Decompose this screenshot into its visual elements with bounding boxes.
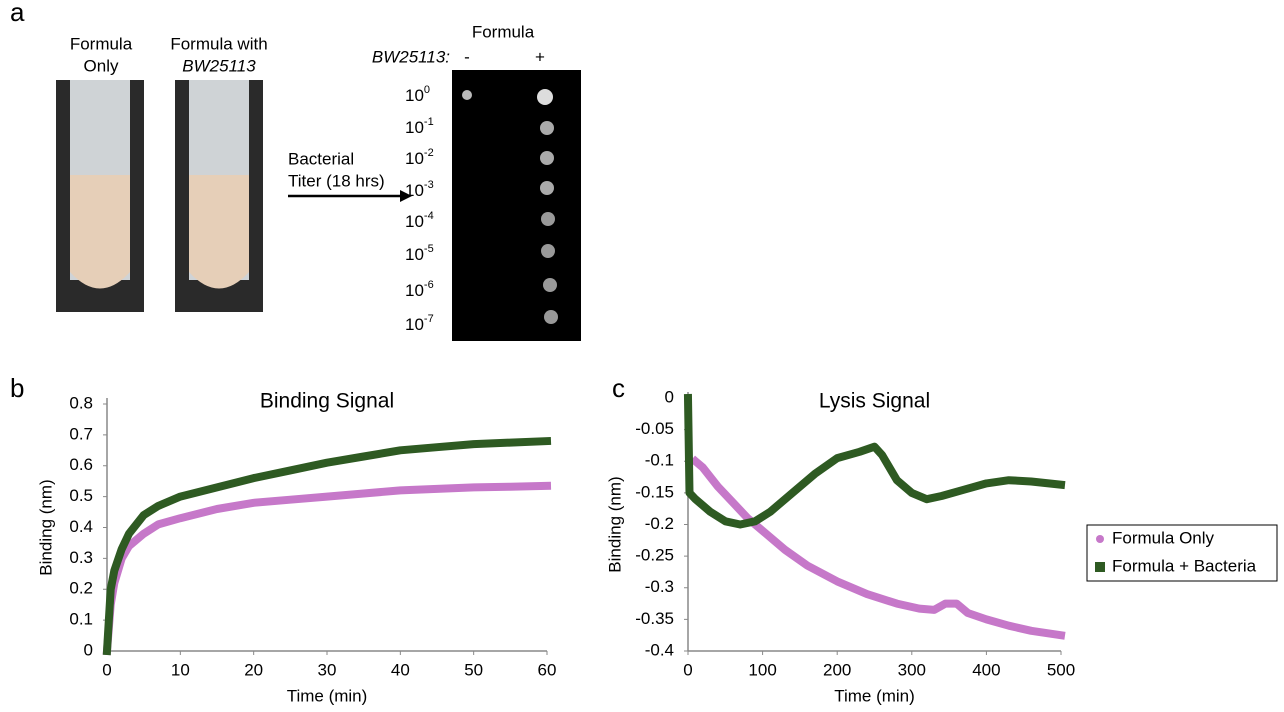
dilution-label: 10-6 (405, 279, 434, 301)
legend-label: Formula Only (1112, 528, 1215, 547)
x-tick-label: 40 (391, 660, 410, 679)
y-tick-label: 0.6 (69, 455, 93, 474)
column-label: + (535, 47, 545, 66)
dilution-base: 10 (405, 118, 424, 137)
dilution-exponent: -1 (424, 116, 434, 128)
y-tick-label: 0.1 (69, 610, 93, 629)
x-tick-label: 30 (318, 660, 337, 679)
x-tick-label: 500 (1047, 660, 1075, 679)
dilution-label: 10-1 (405, 116, 434, 138)
x-tick-label: 50 (464, 660, 483, 679)
y-tick-label: -0.05 (635, 419, 674, 438)
plate-photo (452, 70, 581, 341)
y-axis-label: Binding (nm) (605, 476, 624, 572)
x-tick-label: 200 (823, 660, 851, 679)
dilution-exponent: -5 (424, 243, 434, 255)
tube-photo (56, 80, 144, 312)
x-axis-label: Time (min) (287, 686, 368, 705)
y-tick-label: 0.3 (69, 548, 93, 567)
y-tick-label: -0.15 (635, 482, 674, 501)
chart-title: Lysis Signal (819, 390, 930, 413)
y-tick-label: 0.2 (69, 579, 93, 598)
dilution-label: 10-4 (405, 210, 434, 232)
arrow-label: Bacterial (288, 149, 354, 168)
dilution-label: 10-5 (405, 243, 434, 265)
y-tick-label: -0.35 (635, 609, 674, 628)
dilution-label: 10-7 (405, 313, 434, 335)
arrow-label: Titer (18 hrs) (288, 171, 385, 190)
legend-marker (1095, 562, 1105, 572)
y-tick-label: -0.3 (645, 577, 674, 596)
x-tick-label: 60 (538, 660, 557, 679)
tube-label: Formula with (170, 34, 267, 53)
y-axis-label: Binding (nm) (36, 479, 55, 575)
legend-marker (1096, 535, 1104, 543)
x-tick-label: 100 (748, 660, 776, 679)
dilution-base: 10 (405, 245, 424, 264)
y-tick-label: -0.4 (645, 640, 674, 659)
legend-label: Formula + Bacteria (1112, 556, 1257, 575)
dilution-exponent: -4 (424, 210, 434, 222)
dilution-base: 10 (405, 281, 424, 300)
dilution-exponent: -2 (424, 147, 434, 159)
dilution-label: 10-3 (405, 179, 434, 201)
dilution-exponent: -7 (424, 313, 434, 325)
dilution-label: 100 (405, 84, 430, 106)
x-axis-label: Time (min) (834, 686, 915, 705)
series-line (683, 393, 1066, 529)
series-line (102, 481, 552, 656)
x-tick-label: 0 (102, 660, 111, 679)
x-tick-label: 10 (171, 660, 190, 679)
y-tick-label: 0 (84, 640, 93, 659)
y-tick-label: 0.5 (69, 486, 93, 505)
series-line (689, 455, 1066, 640)
strain-label: BW25113: (372, 47, 450, 66)
panel-label: c (612, 373, 625, 403)
x-tick-label: 20 (244, 660, 263, 679)
dilution-base: 10 (405, 212, 424, 231)
tube-label: Formula (70, 34, 133, 53)
dilution-base: 10 (405, 315, 424, 334)
y-tick-label: -0.25 (635, 546, 674, 565)
y-tick-label: 0.4 (69, 517, 93, 536)
chart-title: Binding Signal (260, 390, 394, 413)
dilution-base: 10 (405, 86, 424, 105)
panel-label: a (10, 0, 25, 27)
dilution-exponent: -3 (424, 179, 434, 191)
dilution-label: 10-2 (405, 147, 434, 169)
x-tick-label: 300 (898, 660, 926, 679)
y-tick-label: 0 (665, 387, 674, 406)
y-tick-label: 0.8 (69, 393, 93, 412)
dilution-base: 10 (405, 181, 424, 200)
y-tick-label: -0.1 (645, 451, 674, 470)
panel-label: b (10, 373, 24, 403)
y-tick-label: 0.7 (69, 424, 93, 443)
x-tick-label: 400 (972, 660, 1000, 679)
tube-label: BW25113 (182, 56, 256, 75)
y-tick-label: -0.2 (645, 514, 674, 533)
tube-label: Only (84, 56, 119, 75)
x-tick-label: 0 (683, 660, 692, 679)
dilution-exponent: -6 (424, 279, 434, 291)
tube-photo (175, 80, 263, 312)
arrow (288, 190, 412, 202)
dilution-exponent: 0 (424, 84, 430, 96)
dilution-base: 10 (405, 149, 424, 168)
plate-header: Formula (472, 22, 535, 41)
legend-box (1086, 524, 1278, 582)
column-label: - (464, 47, 470, 66)
series-line (102, 436, 552, 656)
